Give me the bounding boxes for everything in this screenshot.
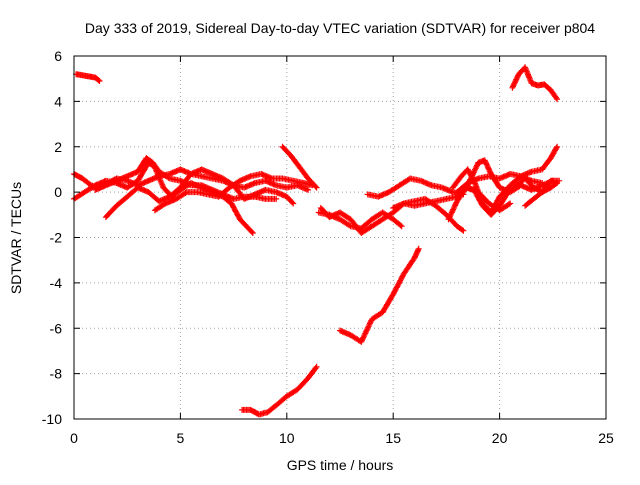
series-markers xyxy=(337,245,422,345)
series-markers xyxy=(279,143,320,191)
y-tick-label: 6 xyxy=(54,48,62,64)
series-markers xyxy=(364,175,467,200)
y-tick-label: -4 xyxy=(50,275,63,291)
series-arc-5 xyxy=(92,155,280,202)
y-tick-label: -8 xyxy=(50,366,63,382)
series-markers xyxy=(151,171,316,214)
series-arc-8 xyxy=(239,363,320,418)
series-arc-17 xyxy=(454,143,561,196)
series-markers xyxy=(454,143,561,196)
x-axis-label: GPS time / hours xyxy=(287,457,394,473)
x-tick-label: 0 xyxy=(70,430,78,446)
y-tick-label: -6 xyxy=(50,320,63,336)
series-arc-19 xyxy=(509,64,561,103)
x-tick-label: 20 xyxy=(492,430,508,446)
series-markers xyxy=(509,64,561,103)
series-markers xyxy=(73,71,103,84)
series-markers xyxy=(92,155,280,202)
series-markers xyxy=(522,180,561,209)
series-arc-10 xyxy=(317,195,467,236)
grid-lines xyxy=(74,56,606,419)
x-tick-label: 10 xyxy=(279,430,295,446)
y-tick-label: 2 xyxy=(54,139,62,155)
series-markers xyxy=(317,195,467,236)
y-tick-label: -2 xyxy=(50,230,63,246)
y-tick-label: -10 xyxy=(42,411,62,427)
y-axis-label: SDTVAR / TECUs xyxy=(8,182,24,294)
chart-title: Day 333 of 2019, Sidereal Day-to-day VTE… xyxy=(85,20,595,36)
y-tick-label: 0 xyxy=(54,184,62,200)
x-tick-label: 5 xyxy=(177,430,185,446)
series-arc-1 xyxy=(73,71,103,84)
x-tick-label: 15 xyxy=(385,430,401,446)
series-markers xyxy=(239,363,320,418)
series-arc-7 xyxy=(279,143,320,191)
y-tick-label: 4 xyxy=(54,93,62,109)
series-arc-18 xyxy=(522,180,561,209)
series-arc-6 xyxy=(151,171,316,214)
series-arc-11 xyxy=(337,245,422,345)
data-series xyxy=(71,64,563,418)
axis-ticks: 0 5 10 15 20 25 -10 -8 -6 -4 -2 0 2 4 6 xyxy=(42,48,614,446)
series-arc-12 xyxy=(364,175,467,200)
x-tick-label: 25 xyxy=(598,430,614,446)
